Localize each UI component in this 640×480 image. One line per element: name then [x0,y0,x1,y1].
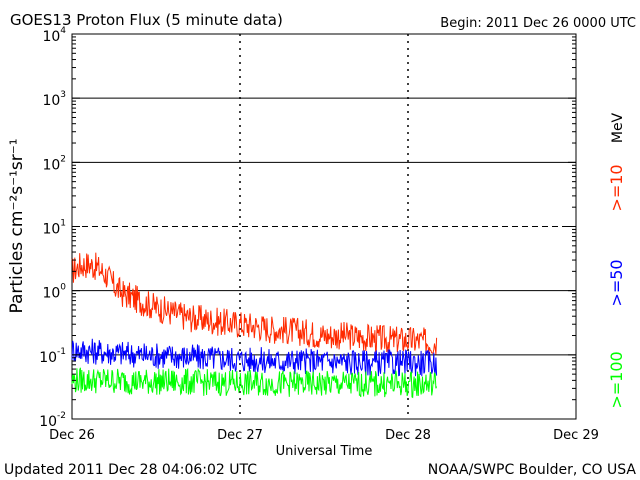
y-tick-label: 10-2 [39,411,66,430]
y-tick-label: 103 [42,90,66,109]
y-tick-label: 102 [42,154,66,173]
series-line-1 [71,338,438,377]
updated-time: Updated 2011 Dec 28 04:06:02 UTC [4,462,257,478]
chart-title: GOES13 Proton Flux (5 minute data) [10,11,283,29]
series-layer [71,252,438,399]
y-tick-label: 10-1 [39,347,66,366]
x-tick-label: Dec 27 [217,428,263,443]
gridlines [72,34,576,419]
x-axis-ticks: Dec 26 Dec 27 Dec 28 Dec 29 [49,428,599,443]
x-tick-label: Dec 29 [553,428,599,443]
series-line-2 [71,367,438,399]
y-axis-ticks: 10-2 10-1 100 101 102 103 104 [39,26,576,430]
legend: >=10 >=50 >=100 MeV [607,112,626,408]
legend-unit: MeV [610,112,626,143]
x-tick-label: Dec 28 [385,428,431,443]
x-tick-label: Dec 26 [49,428,95,443]
series-line-0 [71,252,438,355]
legend-entry-1: >=50 [607,259,626,306]
x-axis-label: Universal Time [276,444,373,459]
y-tick-label: 104 [42,26,66,45]
legend-entry-0: >=10 [607,164,626,211]
y-tick-label: 100 [42,283,66,302]
y-axis-label: Particles cm⁻²s⁻¹sr⁻¹ [7,138,27,313]
begin-time: Begin: 2011 Dec 26 0000 UTC [440,16,636,31]
source-credit: NOAA/SWPC Boulder, CO USA [428,462,637,478]
y-tick-label: 101 [42,219,66,238]
legend-entry-2: >=100 [607,351,626,408]
